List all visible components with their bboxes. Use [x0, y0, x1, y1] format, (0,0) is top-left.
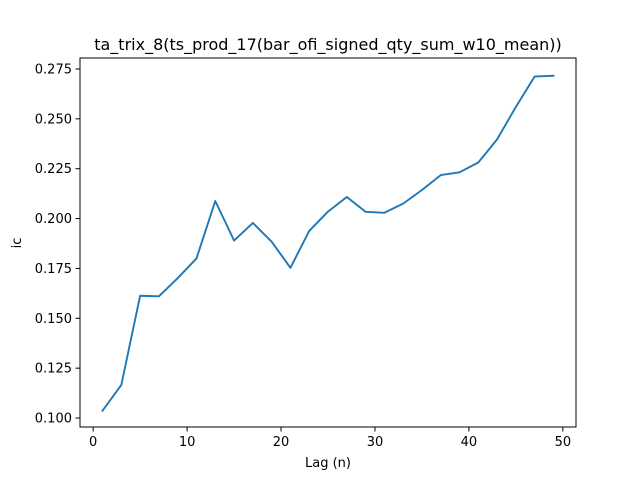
x-tick-label: 20	[273, 435, 290, 450]
data-point	[364, 210, 367, 213]
data-point	[120, 384, 123, 386]
data-point	[270, 240, 273, 243]
data-point	[439, 174, 442, 176]
data-point	[289, 267, 292, 269]
data-point	[101, 409, 104, 412]
data-point	[233, 239, 235, 242]
data-point	[552, 74, 555, 77]
data-point	[139, 294, 141, 297]
data-point	[533, 75, 536, 78]
x-tick-label: 0	[89, 435, 97, 450]
y-axis-label: ic	[10, 238, 25, 249]
data-point	[496, 138, 498, 141]
data-point	[158, 295, 160, 298]
data-point	[515, 106, 517, 108]
data-point	[345, 196, 348, 198]
x-tick-label: 10	[179, 435, 196, 450]
y-tick-label: 0.225	[35, 162, 72, 177]
data-point	[176, 277, 179, 280]
data-point	[402, 202, 404, 205]
y-tick-label: 0.250	[35, 112, 72, 127]
data-point	[195, 257, 198, 260]
y-tick-label: 0.275	[35, 62, 72, 77]
data-point	[421, 189, 423, 191]
x-tick-label: 50	[555, 435, 572, 450]
x-tick-label: 30	[367, 435, 384, 450]
data-point	[327, 210, 329, 213]
data-point	[214, 200, 217, 202]
y-tick-label: 0.150	[35, 312, 72, 327]
x-axis-label: Lag (n)	[305, 456, 351, 471]
data-point	[458, 171, 461, 174]
chart-title: ta_trix_8(ts_prod_17(bar_ofi_signed_qty_…	[94, 35, 562, 55]
y-tick-label: 0.200	[35, 212, 72, 227]
data-point	[308, 230, 311, 232]
data-point	[252, 222, 254, 224]
plot-area: 0 10 20 30 40 50 0.100 0.125 0.150 0.175 0.200 0.22…	[35, 57, 577, 450]
data-point	[477, 161, 480, 164]
data-point	[383, 211, 386, 214]
axes-frame	[79, 57, 577, 428]
y-tick-label: 0.175	[35, 262, 72, 277]
y-tick-label: 0.125	[35, 362, 72, 377]
y-tick-label: 0.100	[35, 412, 72, 427]
x-tick-label: 40	[461, 435, 478, 450]
